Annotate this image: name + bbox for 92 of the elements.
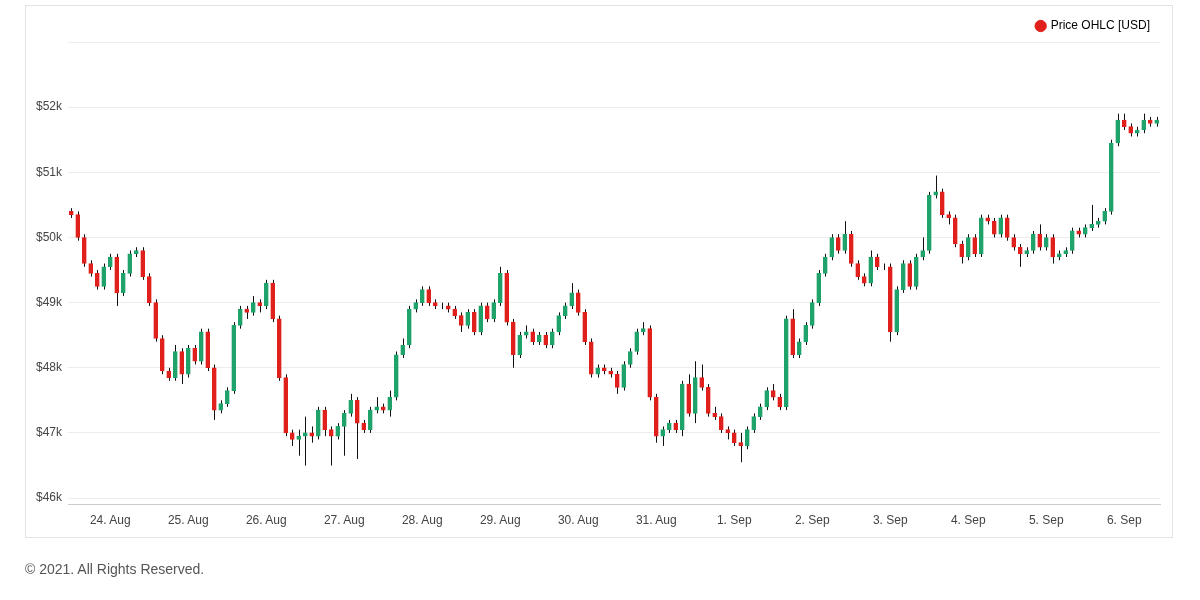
candlestick xyxy=(627,347,633,369)
candlestick xyxy=(179,347,185,385)
candlestick xyxy=(1089,204,1095,232)
x-tick-label: 6. Sep xyxy=(1106,513,1142,528)
candlestick xyxy=(1037,223,1043,251)
candlestick xyxy=(998,214,1004,238)
candlestick xyxy=(517,331,523,359)
x-tick-label: 29. Aug xyxy=(479,513,521,528)
candlestick xyxy=(250,295,256,317)
x-tick-label: 5. Sep xyxy=(1028,513,1064,528)
candlestick xyxy=(556,311,562,336)
candlestick xyxy=(296,429,302,457)
candlestick xyxy=(192,344,198,366)
text: © 2021. All Rights Reserved. xyxy=(25,561,205,577)
candlestick xyxy=(621,360,627,392)
y-tick-label: $46k xyxy=(35,490,64,505)
candlestick xyxy=(328,425,334,467)
candlestick xyxy=(660,425,666,447)
candlestick xyxy=(263,279,269,310)
candlestick xyxy=(348,393,354,418)
candlestick xyxy=(1141,113,1147,134)
candlestick xyxy=(1017,243,1023,268)
candlestick xyxy=(822,253,828,278)
candlestick xyxy=(744,425,750,450)
candlestick xyxy=(101,263,107,291)
x-tick-label: 26. Aug xyxy=(245,513,287,528)
candlestick xyxy=(237,305,243,330)
candlestick xyxy=(341,409,347,457)
x-tick-label: 27. Aug xyxy=(323,513,365,528)
candlestick xyxy=(718,412,724,434)
candlestick xyxy=(75,210,81,242)
candlestick xyxy=(1004,214,1010,242)
x-tick-label: 4. Sep xyxy=(950,513,986,528)
candlestick xyxy=(465,308,471,330)
candlestick xyxy=(354,396,360,460)
candlestick xyxy=(549,328,555,349)
x-tick-label: 3. Sep xyxy=(872,513,908,528)
y-tick-label: $48k xyxy=(35,360,64,375)
candlestick xyxy=(1115,113,1121,147)
candlestick xyxy=(1050,233,1056,265)
x-tick-label: 2. Sep xyxy=(794,513,830,528)
x-tick-label: 24. Aug xyxy=(89,513,131,528)
candlestick xyxy=(751,412,757,434)
candlestick xyxy=(322,406,328,437)
candlestick xyxy=(796,337,802,359)
candlestick xyxy=(400,337,406,359)
y-tick-label: $51k xyxy=(35,164,64,179)
x-tick-label: 31. Aug xyxy=(635,513,677,528)
candlestick xyxy=(738,432,744,463)
candlestick xyxy=(471,308,477,336)
candlestick xyxy=(855,259,861,281)
candlestick xyxy=(907,259,913,291)
y-tick-label: $47k xyxy=(35,425,64,440)
y-tick-label: $50k xyxy=(35,229,64,244)
x-tick-label: 25. Aug xyxy=(167,513,209,528)
legend-label: Price OHLC [USD] xyxy=(1050,18,1151,33)
y-tick-label: $52k xyxy=(35,99,64,114)
candlestick xyxy=(972,233,978,258)
candlestick xyxy=(634,328,640,356)
candlestick xyxy=(127,250,133,278)
candlestick xyxy=(1030,230,1036,255)
candlestick xyxy=(484,302,490,323)
candlestick xyxy=(803,321,809,346)
x-tick-label: 1. Sep xyxy=(716,513,752,528)
candlestick xyxy=(920,236,926,261)
candlestick xyxy=(939,188,945,219)
candlestick xyxy=(1069,227,1075,255)
candlestick xyxy=(835,233,841,255)
candlestick xyxy=(419,285,425,307)
candlestick xyxy=(575,289,581,317)
candlestick xyxy=(491,298,497,323)
candlestick xyxy=(387,390,393,418)
candlestick xyxy=(94,269,100,291)
candlestick xyxy=(120,269,126,297)
candlestick xyxy=(991,217,997,238)
candlestick xyxy=(569,282,575,310)
candlestick xyxy=(764,386,770,411)
candlestick xyxy=(959,240,965,265)
candlestick xyxy=(426,285,432,307)
candlestick xyxy=(224,386,230,408)
candlestick xyxy=(809,298,815,330)
y-tick-label: $49k xyxy=(35,294,64,309)
candlestick xyxy=(367,406,373,434)
candlestick xyxy=(302,416,308,467)
candlestick xyxy=(699,364,705,392)
candlestick xyxy=(829,233,835,261)
x-tick-label: 30. Aug xyxy=(557,513,599,528)
x-tick-label: 28. Aug xyxy=(401,513,443,528)
candlestick xyxy=(458,311,464,333)
candlestick xyxy=(614,370,620,395)
candlestick xyxy=(842,220,848,255)
candlestick xyxy=(965,233,971,261)
